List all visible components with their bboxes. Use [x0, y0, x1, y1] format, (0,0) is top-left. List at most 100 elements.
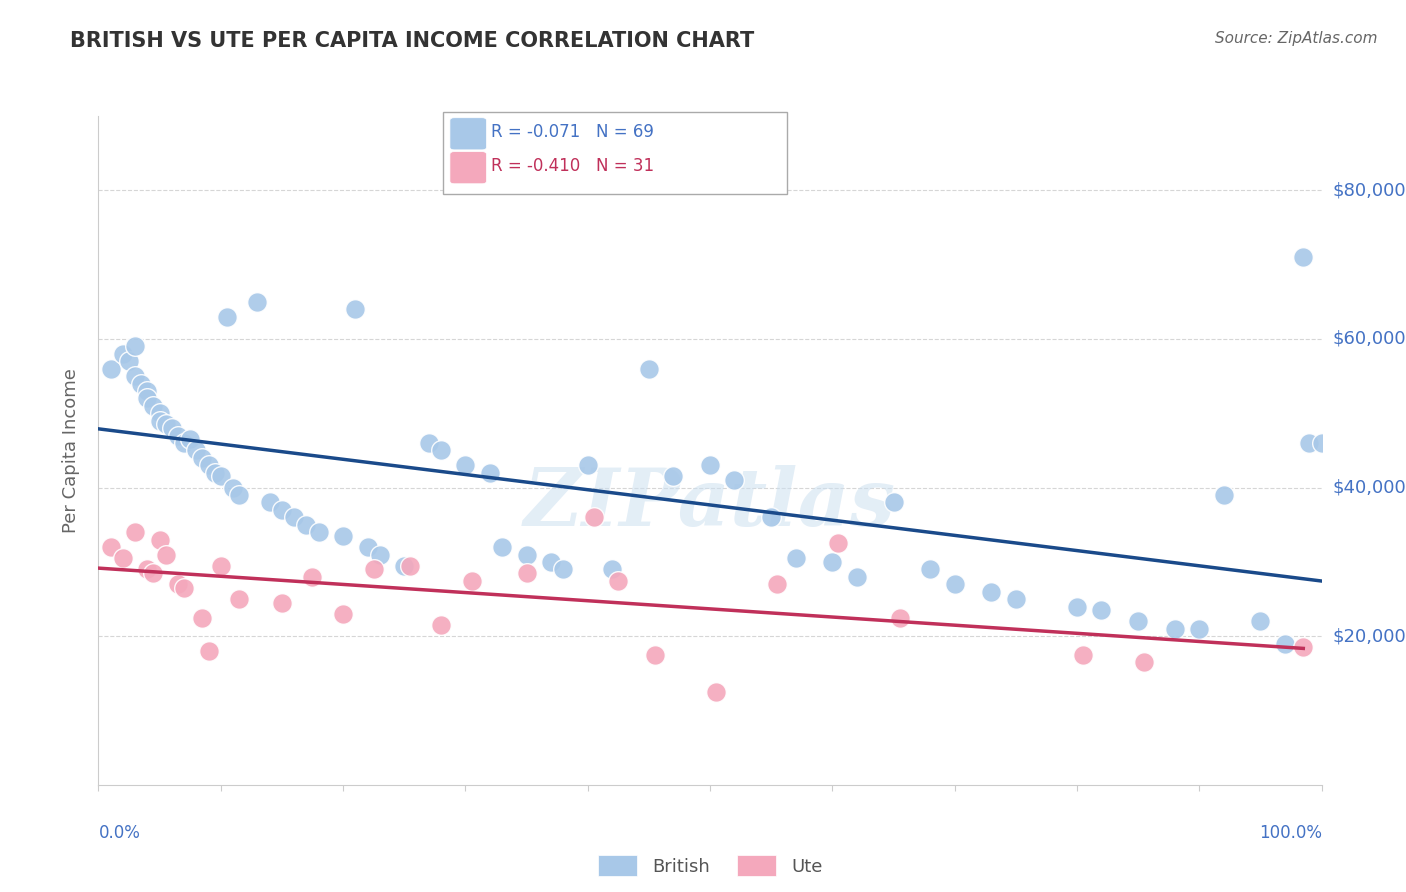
Point: [136, 392, 159, 406]
Point: [1249, 615, 1271, 629]
Point: [1090, 603, 1112, 617]
Point: [1298, 436, 1320, 450]
Point: [124, 369, 146, 384]
Point: [222, 481, 245, 495]
Point: [197, 458, 219, 473]
Point: [270, 596, 294, 610]
Point: [368, 548, 391, 562]
Point: [540, 555, 562, 569]
Point: [173, 581, 195, 595]
Point: [761, 510, 783, 524]
Point: [100, 361, 122, 376]
Point: [491, 540, 513, 554]
Point: [149, 533, 172, 547]
Point: [173, 436, 195, 450]
Point: [392, 558, 416, 573]
Text: $60,000: $60,000: [1333, 330, 1406, 348]
Point: [1188, 622, 1211, 636]
Point: [1310, 436, 1333, 450]
Point: [454, 458, 477, 473]
Point: [118, 354, 141, 368]
Point: [845, 570, 868, 584]
Point: [111, 347, 134, 361]
Point: [582, 510, 605, 524]
Point: [1066, 599, 1088, 614]
Point: [943, 577, 966, 591]
Point: [1164, 622, 1187, 636]
Text: R = -0.410   N = 31: R = -0.410 N = 31: [491, 157, 654, 175]
Point: [1071, 648, 1094, 662]
Point: [149, 406, 172, 420]
Point: [197, 644, 219, 658]
Point: [167, 428, 190, 442]
Point: [129, 376, 152, 391]
Legend: British, Ute: British, Ute: [598, 855, 823, 876]
Point: [980, 584, 1002, 599]
Point: [478, 466, 501, 480]
Text: Source: ZipAtlas.com: Source: ZipAtlas.com: [1215, 31, 1378, 46]
Point: [1004, 592, 1026, 607]
Point: [1133, 655, 1156, 669]
Point: [228, 488, 250, 502]
Point: [1292, 250, 1315, 264]
Point: [124, 525, 146, 540]
Point: [186, 443, 208, 458]
Point: [644, 648, 666, 662]
Point: [136, 384, 159, 398]
Point: [723, 473, 745, 487]
Text: $40,000: $40,000: [1333, 479, 1406, 497]
Text: $80,000: $80,000: [1333, 181, 1406, 199]
Point: [600, 562, 623, 576]
Point: [228, 592, 250, 607]
Point: [191, 450, 214, 465]
Text: 0.0%: 0.0%: [98, 824, 141, 842]
Point: [179, 432, 201, 446]
Point: [662, 469, 685, 483]
Point: [215, 310, 238, 324]
Point: [167, 577, 190, 591]
Point: [766, 577, 789, 591]
Point: [460, 574, 482, 588]
Point: [704, 685, 727, 699]
Point: [301, 570, 323, 584]
Point: [1274, 637, 1296, 651]
Point: [356, 540, 378, 554]
Point: [418, 436, 440, 450]
Point: [1212, 488, 1234, 502]
Point: [155, 417, 177, 432]
Point: [283, 510, 305, 524]
Point: [142, 399, 165, 413]
Y-axis label: Per Capita Income: Per Capita Income: [62, 368, 80, 533]
Point: [111, 551, 134, 566]
Point: [607, 574, 630, 588]
Point: [149, 414, 172, 428]
Point: [191, 611, 214, 625]
Point: [332, 529, 354, 543]
Point: [209, 558, 232, 573]
Point: [515, 566, 537, 581]
Point: [295, 517, 318, 532]
Point: [308, 525, 330, 540]
Point: [515, 548, 537, 562]
Text: ZIPatlas: ZIPatlas: [524, 466, 896, 542]
Point: [344, 302, 367, 317]
Point: [332, 607, 354, 621]
Text: BRITISH VS UTE PER CAPITA INCOME CORRELATION CHART: BRITISH VS UTE PER CAPITA INCOME CORRELA…: [70, 31, 755, 51]
Point: [637, 361, 661, 376]
Point: [270, 503, 294, 517]
Point: [259, 495, 281, 509]
Point: [785, 551, 807, 566]
Point: [821, 555, 844, 569]
Point: [920, 562, 942, 576]
Point: [1128, 615, 1150, 629]
Point: [160, 421, 183, 435]
Point: [100, 540, 122, 554]
Point: [699, 458, 721, 473]
Text: R = -0.071   N = 69: R = -0.071 N = 69: [491, 123, 654, 141]
Point: [827, 536, 849, 550]
Point: [246, 294, 269, 309]
Point: [204, 466, 226, 480]
Point: [136, 562, 159, 576]
Text: $20,000: $20,000: [1333, 627, 1406, 645]
Point: [209, 469, 232, 483]
